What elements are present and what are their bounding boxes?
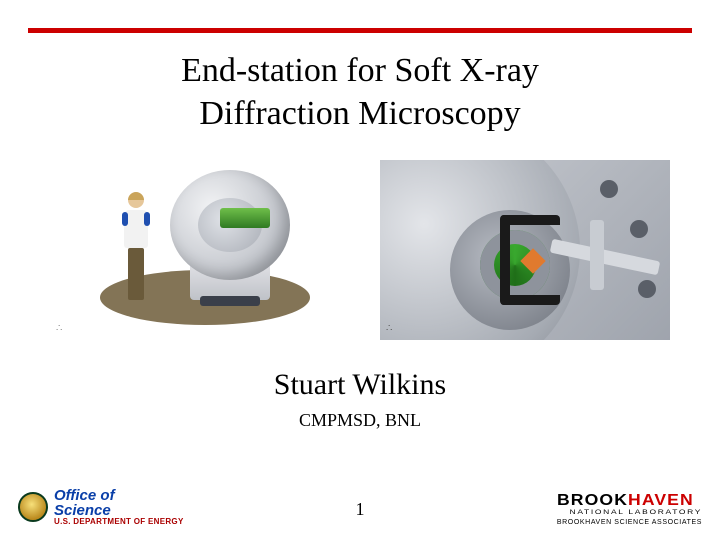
author-affiliation: CMPMSD, BNL <box>0 410 720 431</box>
doe-subline: U.S. DEPARTMENT OF ENERGY <box>54 518 184 526</box>
office-of-science-text: Office of Science U.S. DEPARTMENT OF ENE… <box>54 488 184 526</box>
figure-right: ∴ <box>380 160 670 340</box>
author-name: Stuart Wilkins <box>0 368 720 402</box>
footer-right-logo: BROOKHAVEN NATIONAL LABORATORY BROOKHAVE… <box>557 493 702 527</box>
title-line-1: End-station for Soft X-ray <box>181 52 539 89</box>
figure-left: ∴ <box>50 160 340 340</box>
figure-marker-icon: ∴ <box>386 323 394 334</box>
bnl-wordmark: BROOKHAVEN <box>557 493 717 509</box>
figure-marker-icon: ∴ <box>56 323 64 334</box>
footer-left-logo: Office of Science U.S. DEPARTMENT OF ENE… <box>18 488 184 526</box>
bnl-haven: HAVEN <box>628 492 694 509</box>
science-line: Science <box>54 503 184 518</box>
doe-seal-icon <box>18 492 48 522</box>
bnl-subline: NATIONAL LABORATORY <box>513 510 702 517</box>
office-line: Office of <box>54 488 184 503</box>
render-sample-stage-closeup: ∴ <box>380 160 670 340</box>
bnl-associates: BROOKHAVEN SCIENCE ASSOCIATES <box>557 519 702 526</box>
title-rule <box>28 28 692 33</box>
render-endstation-overview: ∴ <box>50 160 340 340</box>
slide-title: End-station for Soft X-ray Diffraction M… <box>0 50 720 135</box>
title-line-2: Diffraction Microscopy <box>199 95 520 132</box>
figure-row: ∴ ∴ <box>50 160 670 340</box>
bnl-brook: BROOK <box>557 492 628 509</box>
